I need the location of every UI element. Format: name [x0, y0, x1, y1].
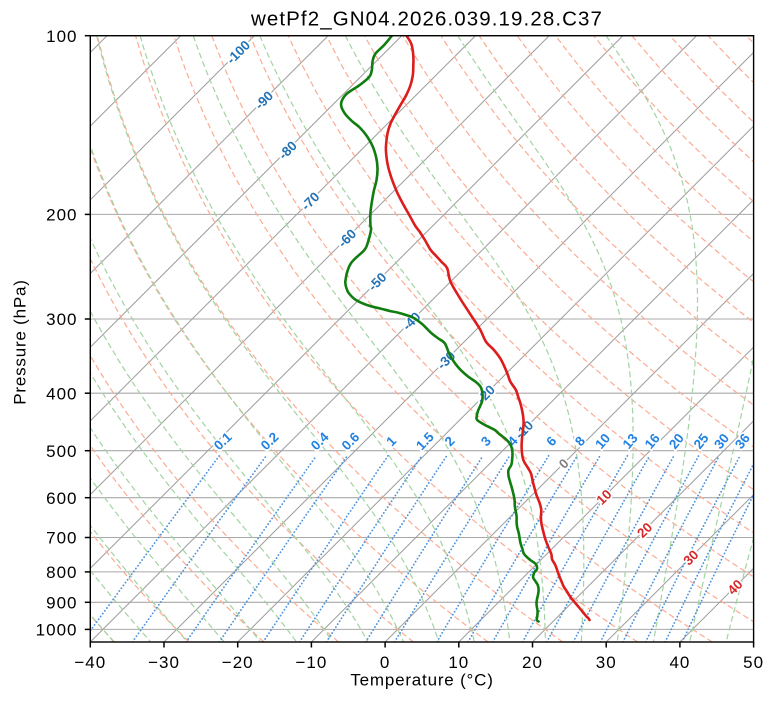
svg-text:900: 900 — [46, 593, 77, 612]
svg-text:50: 50 — [743, 653, 764, 672]
svg-text:1000: 1000 — [36, 621, 78, 640]
svg-text:−10: −10 — [295, 653, 327, 672]
svg-text:700: 700 — [46, 529, 77, 548]
svg-text:Temperature (°C): Temperature (°C) — [350, 671, 493, 690]
svg-text:30: 30 — [596, 653, 617, 672]
svg-text:0: 0 — [380, 653, 390, 672]
svg-text:20: 20 — [522, 653, 543, 672]
svg-text:800: 800 — [46, 563, 77, 582]
svg-text:200: 200 — [46, 206, 77, 225]
svg-text:400: 400 — [46, 384, 77, 403]
svg-text:10: 10 — [448, 653, 469, 672]
svg-text:600: 600 — [46, 489, 77, 508]
svg-text:40: 40 — [669, 653, 690, 672]
svg-text:−40: −40 — [74, 653, 106, 672]
svg-text:−30: −30 — [148, 653, 180, 672]
svg-text:500: 500 — [46, 442, 77, 461]
svg-text:Pressure (hPa): Pressure (hPa) — [11, 279, 30, 405]
svg-text:100: 100 — [46, 27, 77, 46]
svg-text:wetPf2_GN04.2026.039.19.28.C37: wetPf2_GN04.2026.039.19.28.C37 — [250, 8, 603, 31]
svg-text:300: 300 — [46, 310, 77, 329]
svg-text:−20: −20 — [222, 653, 254, 672]
